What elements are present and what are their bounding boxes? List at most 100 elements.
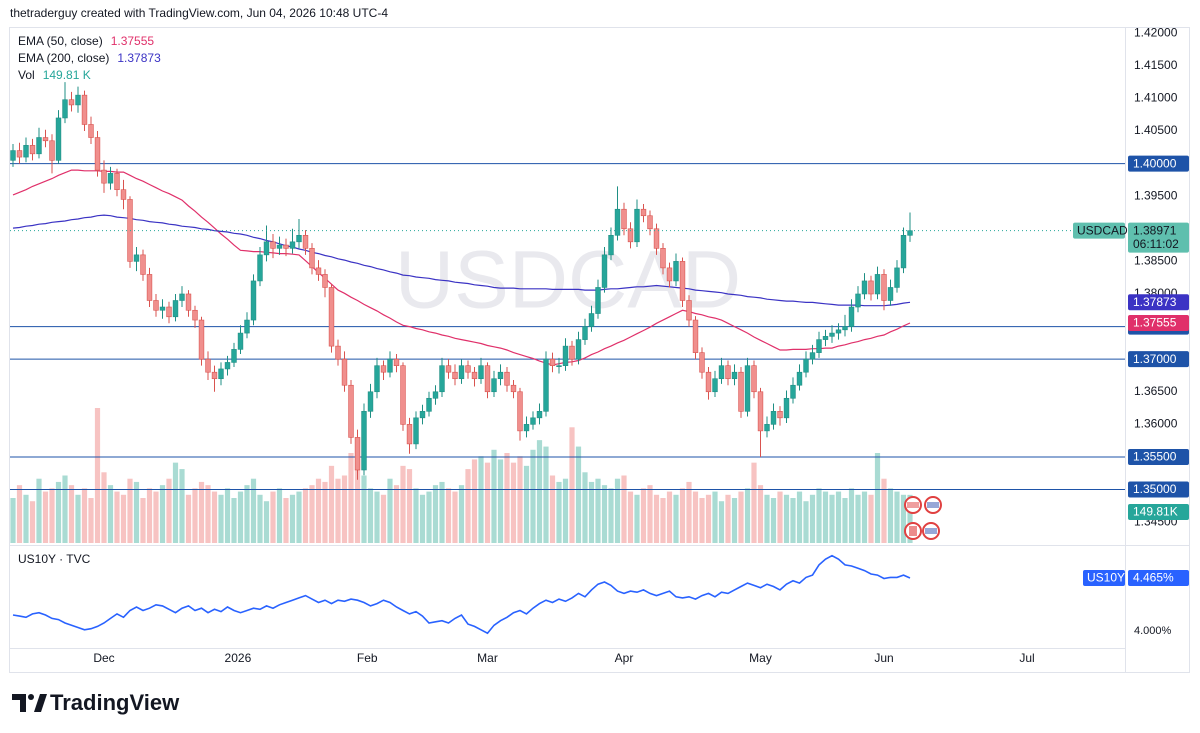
- volume-bar: [244, 485, 250, 543]
- y-tick-label: 1.36000: [1134, 417, 1178, 431]
- volume-bar: [627, 491, 634, 543]
- value-tag: 4.465%: [1133, 571, 1174, 585]
- candle-body: [647, 215, 653, 230]
- volume-bar: [101, 472, 107, 543]
- volume-bar: [887, 488, 894, 543]
- volume-bar: [413, 488, 419, 543]
- volume-bar: [608, 488, 614, 543]
- volume-bar: [16, 485, 23, 543]
- volume-bar: [36, 478, 42, 543]
- volume-bar: [231, 498, 237, 543]
- candle-body: [29, 145, 36, 155]
- volume-bar: [699, 498, 705, 543]
- volume-bar: [380, 494, 387, 543]
- volume-bar: [848, 488, 855, 543]
- volume-bar: [94, 408, 101, 543]
- volume-bar: [595, 478, 601, 543]
- volume-bar: [692, 491, 699, 543]
- candle-body: [140, 254, 146, 275]
- candle-body: [380, 365, 387, 373]
- candle-body: [55, 117, 62, 161]
- candle-body: [452, 371, 458, 380]
- event-markers: [904, 496, 942, 540]
- candle-body: [900, 235, 907, 269]
- candle-body: [361, 411, 367, 471]
- candle-body: [549, 358, 556, 366]
- candle-body: [107, 173, 114, 184]
- volume-bar: [42, 491, 49, 543]
- candle-body: [367, 391, 374, 412]
- level-tag-bg: [1128, 448, 1189, 465]
- volume-bar: [614, 478, 621, 543]
- candle-body: [640, 208, 647, 217]
- candle-body: [829, 332, 835, 337]
- volume-bar: [601, 485, 608, 543]
- x-tick-label: Apr: [615, 651, 634, 665]
- candle-body: [244, 319, 250, 334]
- volume-bar: [452, 491, 458, 543]
- level-tag: 1.35500: [1133, 450, 1177, 464]
- candle-body: [855, 293, 861, 308]
- volume-bar: [465, 469, 471, 543]
- volume-bar: [751, 462, 757, 543]
- candle-body: [497, 371, 504, 380]
- ema-tag-bg: [1128, 314, 1189, 331]
- volume-bar: [289, 494, 296, 543]
- volume-bar: [705, 494, 712, 543]
- candle-body: [783, 397, 790, 419]
- volume-bar: [250, 478, 257, 543]
- candle-body: [894, 267, 900, 288]
- volume-bar: [68, 485, 75, 543]
- volume-bar: [315, 478, 322, 543]
- volume-bar: [673, 494, 679, 543]
- candle-body: [621, 208, 627, 230]
- x-tick-label: 2026: [225, 651, 252, 665]
- volume-bar: [881, 478, 887, 543]
- volume-bar: [341, 475, 348, 543]
- candle-body: [315, 267, 322, 275]
- candle-body: [556, 365, 562, 367]
- level-tag-bg: [1128, 155, 1189, 172]
- candle-body: [250, 280, 257, 321]
- candle-body: [809, 352, 816, 360]
- candle-body: [660, 248, 666, 269]
- flag-icon: [927, 502, 939, 508]
- candle-body: [790, 384, 796, 399]
- volume-bar: [523, 465, 530, 543]
- candle-body: [731, 371, 738, 380]
- candle-body: [211, 371, 218, 380]
- candle-body: [296, 235, 302, 243]
- volume-bar: [166, 478, 172, 543]
- candle-body: [263, 241, 270, 256]
- legend-value: 1.37555: [111, 34, 155, 48]
- logo-mark: [12, 694, 26, 712]
- candle-body: [816, 339, 822, 353]
- candle-body: [673, 261, 679, 282]
- candle-body: [276, 244, 283, 249]
- candle-body: [302, 235, 309, 249]
- candle-body: [426, 397, 432, 412]
- candle-body: [725, 365, 731, 380]
- yield-line: [12, 554, 911, 635]
- volume-bar: [120, 494, 127, 543]
- legend-name: EMA (200, close): [18, 51, 109, 65]
- y-tick-label: 1.42000: [1134, 25, 1178, 39]
- volume-bar: [588, 481, 595, 543]
- legend-name: EMA (50, close): [18, 34, 103, 48]
- volume-bar: [419, 494, 426, 543]
- volume-bar: [543, 446, 549, 543]
- volume-bar: [757, 485, 764, 543]
- volume-bar: [777, 491, 783, 543]
- volume-bar: [497, 459, 504, 543]
- volume-bar: [211, 491, 218, 543]
- y-tick-label: 1.41500: [1134, 58, 1178, 72]
- candle-body: [842, 326, 848, 331]
- candle-body: [712, 378, 718, 393]
- volume-bar: [783, 494, 790, 543]
- volume-bar: [426, 491, 432, 543]
- volume-bar: [634, 494, 640, 543]
- volume-bar: [809, 494, 816, 543]
- symbol-tag: USDCAD: [1077, 223, 1128, 237]
- volume-bar: [647, 485, 653, 543]
